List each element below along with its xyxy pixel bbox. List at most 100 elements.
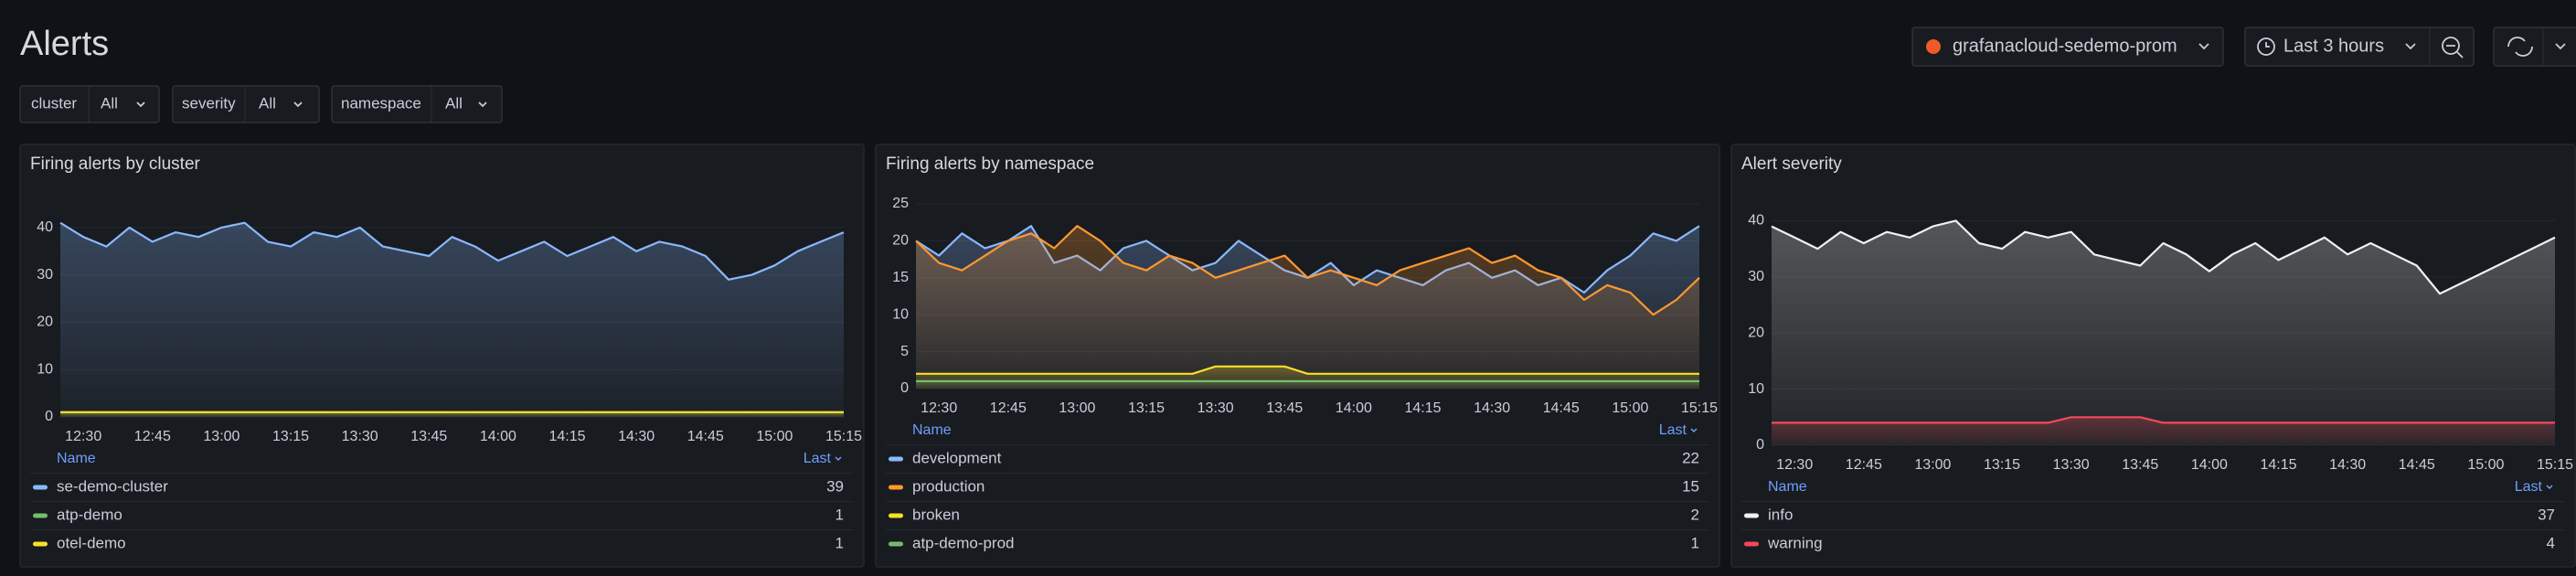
y-tick-label: 40 <box>37 219 53 235</box>
sort-icon <box>1690 428 1698 433</box>
legend-name: atp-demo <box>57 506 122 523</box>
panel-title: Firing alerts by cluster <box>30 155 201 174</box>
legend-last: 4 <box>2547 534 2555 551</box>
filter-label: severity <box>182 94 236 112</box>
x-tick-label: 13:15 <box>1984 457 2020 473</box>
x-tick-label: 14:45 <box>2399 457 2435 473</box>
series-line <box>1771 219 2556 295</box>
x-tick-label: 12:30 <box>1776 457 1813 473</box>
x-tick-label: 12:45 <box>134 429 171 444</box>
legend-name: otel-demo <box>57 534 126 551</box>
x-tick-label: 14:30 <box>2329 457 2366 473</box>
legend-header[interactable]: Last <box>2515 479 2543 495</box>
datasource-name[interactable]: grafanacloud-sedemo-prom <box>1953 36 2177 56</box>
x-tick-label: 15:15 <box>825 429 862 444</box>
plot-area <box>59 221 845 417</box>
legend-swatch <box>33 485 48 490</box>
series-area <box>916 226 1699 389</box>
x-tick-label: 13:00 <box>1059 400 1095 416</box>
y-tick-label: 10 <box>892 306 909 322</box>
series-line <box>916 365 1699 375</box>
legend-last: 1 <box>836 506 844 523</box>
x-tick-label: 12:30 <box>65 429 101 444</box>
x-tick-label: 13:30 <box>342 429 378 444</box>
datasource-icon <box>1926 39 1941 54</box>
legend-name: development <box>912 449 1002 466</box>
filter-value[interactable]: All <box>259 94 276 112</box>
time-range[interactable]: Last 3 hours <box>2283 36 2384 56</box>
panel: Alert severity 0 10 20 30 40 12:30 12:45 13:00 13… <box>1730 144 2576 568</box>
y-tick-label: 20 <box>1748 325 1764 340</box>
x-tick-label: 14:15 <box>1405 400 1442 416</box>
x-tick-label: 14:00 <box>480 429 516 444</box>
x-tick-label: 14:30 <box>1474 400 1510 416</box>
x-tick-label: 13:45 <box>410 429 447 444</box>
zoom-out[interactable] <box>2442 37 2460 55</box>
legend-header[interactable]: Last <box>1659 422 1687 438</box>
panel: Firing alerts by cluster 0 10 20 30 40 12:30 12… <box>19 144 865 568</box>
filter-cluster[interactable]: cluster All <box>19 85 160 123</box>
filter-label: cluster <box>31 94 77 112</box>
y-tick-label: 25 <box>892 196 909 211</box>
x-tick-label: 13:45 <box>1266 400 1303 416</box>
y-tick-label: 40 <box>1748 213 1764 229</box>
legend-name: production <box>912 477 985 495</box>
x-tick-label: 13:00 <box>203 429 240 444</box>
x-tick-label: 15:15 <box>2537 457 2573 473</box>
x-tick-label: 14:45 <box>687 429 724 444</box>
legend-last: 37 <box>2538 506 2555 523</box>
legend-last: 22 <box>1682 449 1699 466</box>
legend-swatch <box>33 541 48 547</box>
series-area <box>60 411 844 417</box>
x-tick-label: 13:00 <box>1914 457 1951 473</box>
x-tick-label: 14:00 <box>2191 457 2228 473</box>
legend-swatch <box>889 513 903 518</box>
x-tick-label: 13:45 <box>2122 457 2158 473</box>
filter-value[interactable]: All <box>445 94 463 112</box>
legend-name: info <box>1768 506 1793 523</box>
x-tick-label: 14:15 <box>2261 457 2297 473</box>
series-area <box>1772 220 2555 445</box>
legend-last: 1 <box>836 534 844 551</box>
refresh-picker[interactable] <box>2493 27 2576 67</box>
sort-icon <box>835 456 842 462</box>
y-tick-label: 30 <box>1748 269 1764 284</box>
datasource-picker[interactable]: grafanacloud-sedemo-prom <box>1911 27 2224 67</box>
legend-header: Name <box>57 451 96 466</box>
x-tick-label: 12:45 <box>1846 457 1882 473</box>
legend-swatch <box>33 513 48 518</box>
panel-title: Alert severity <box>1741 155 1842 174</box>
legend-swatch <box>889 456 903 462</box>
y-tick-label: 10 <box>37 361 53 377</box>
x-tick-label: 13:30 <box>1198 400 1234 416</box>
x-tick-label: 13:15 <box>1128 400 1165 416</box>
legend-swatch <box>1744 541 1759 547</box>
legend-name: se-demo-cluster <box>57 477 168 495</box>
legend-name: broken <box>912 506 960 523</box>
time-picker[interactable]: Last 3 hours <box>2244 27 2475 67</box>
x-tick-label: 14:00 <box>1336 400 1372 416</box>
x-tick-label: 14:45 <box>1543 400 1580 416</box>
filter-severity[interactable]: severity All <box>172 85 320 123</box>
plot-area <box>915 225 1700 389</box>
legend-name: atp-demo-prod <box>912 534 1015 551</box>
legend-swatch <box>889 485 903 490</box>
legend-header: Name <box>912 422 952 438</box>
x-tick-label: 14:30 <box>618 429 655 444</box>
y-tick-label: 10 <box>1748 381 1764 397</box>
legend-header[interactable]: Last <box>804 451 832 466</box>
filter-value[interactable]: All <box>101 94 118 112</box>
y-tick-label: 5 <box>900 344 909 359</box>
filter-namespace[interactable]: namespace All <box>331 85 503 123</box>
x-tick-label: 15:15 <box>1681 400 1718 416</box>
x-tick-label: 13:30 <box>2053 457 2090 473</box>
x-tick-label: 15:00 <box>1612 400 1648 416</box>
series-line <box>915 225 1700 316</box>
legend-name: warning <box>1767 534 1823 551</box>
series-area <box>1772 417 2555 445</box>
legend-swatch <box>889 541 903 547</box>
sort-icon <box>2546 485 2553 490</box>
page-title: Alerts <box>20 25 109 63</box>
y-tick-label: 30 <box>37 267 53 283</box>
plot-area <box>1771 219 2556 445</box>
